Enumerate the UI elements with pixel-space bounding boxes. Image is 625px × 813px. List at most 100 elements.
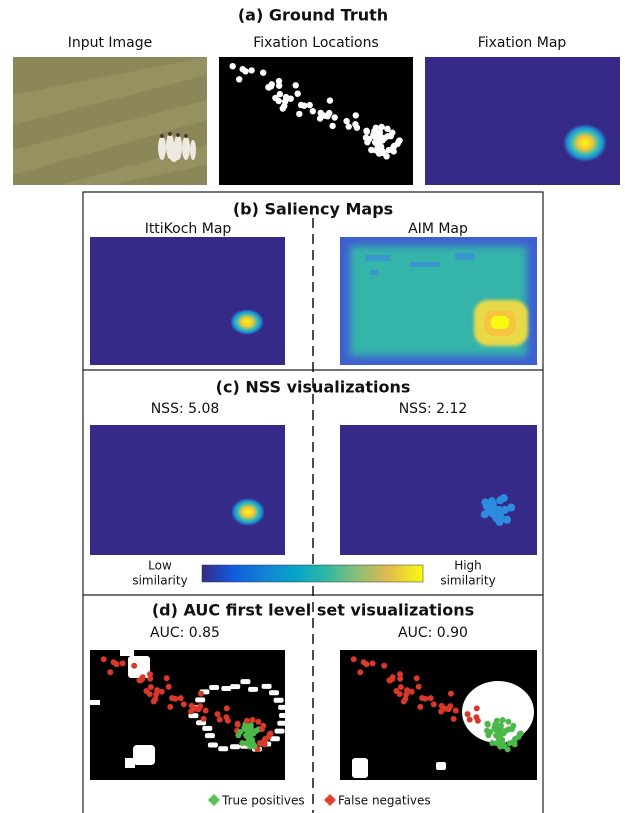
dot: [279, 105, 286, 112]
input-image: [13, 57, 207, 185]
dot: [294, 90, 301, 97]
legend-label: True positives: [221, 794, 305, 808]
dot: [251, 743, 258, 750]
heat-blob: [230, 309, 264, 335]
dot: [363, 128, 370, 135]
level-set-piece: [279, 713, 289, 718]
dot: [309, 108, 316, 115]
fixation-dots: [229, 62, 403, 160]
panel-label: AIM Map: [408, 221, 468, 237]
dot: [243, 717, 250, 724]
dot: [110, 659, 117, 666]
dot: [506, 740, 513, 747]
dot: [495, 518, 504, 526]
dot: [413, 675, 420, 682]
level-set-piece: [218, 746, 229, 752]
level-set-piece: [278, 704, 289, 710]
dot: [493, 740, 500, 747]
dot: [261, 737, 268, 744]
dot: [237, 729, 244, 735]
dot: [482, 502, 491, 511]
dot: [378, 123, 385, 131]
level-set-piece: [261, 683, 272, 689]
legend-marker: [208, 794, 220, 806]
dot: [360, 659, 367, 666]
dot: [450, 715, 457, 722]
dot: [503, 515, 511, 524]
dot: [447, 690, 454, 697]
dot: [276, 82, 283, 89]
panel-label: Fixation Map: [478, 35, 567, 51]
level-set-piece: [230, 744, 240, 750]
nss-map: [90, 425, 285, 555]
dot: [497, 722, 504, 729]
dot: [177, 695, 184, 702]
dot: [267, 730, 274, 737]
level-set-piece: [204, 733, 215, 739]
dot: [390, 144, 397, 151]
panel-label: NSS: 5.08: [151, 401, 220, 417]
dot: [239, 740, 246, 746]
dot: [143, 688, 150, 694]
dot: [380, 149, 387, 157]
level-set-piece: [248, 686, 259, 692]
dot: [393, 688, 400, 694]
level-set-piece: [195, 697, 206, 703]
dot: [466, 716, 473, 723]
level-set-piece: [273, 697, 284, 703]
dot: [248, 67, 255, 74]
dot: [180, 701, 187, 708]
level-set-piece: [209, 685, 220, 690]
dot: [249, 717, 256, 723]
dot: [158, 688, 165, 695]
dot: [119, 660, 126, 667]
dot: [139, 674, 146, 681]
dot: [499, 717, 506, 723]
dot: [147, 675, 154, 682]
dot: [234, 721, 241, 728]
dot: [400, 698, 407, 705]
dot: [172, 695, 179, 702]
dot: [268, 81, 275, 88]
level-set-piece: [269, 736, 280, 742]
colorbar-label: similarity: [440, 574, 495, 588]
dot: [306, 101, 313, 109]
level-set: [90, 650, 534, 778]
dot: [511, 737, 518, 744]
dot: [452, 707, 459, 714]
dot: [517, 730, 524, 737]
fixation-dots: [100, 656, 524, 753]
dot: [326, 97, 334, 104]
dot: [195, 706, 202, 713]
dot: [296, 110, 303, 118]
dot: [508, 726, 515, 733]
dot: [272, 94, 279, 102]
dot: [329, 122, 336, 130]
dot: [224, 717, 231, 724]
panel-label: Fixation Locations: [253, 35, 379, 51]
colorbar-label: High: [454, 559, 482, 573]
dot: [100, 656, 107, 663]
dot: [408, 688, 415, 695]
section-title: (a) Ground Truth: [238, 6, 388, 25]
dot: [258, 726, 265, 733]
level-set-piece: [277, 720, 288, 726]
colorbar-label: Low: [148, 559, 172, 573]
dot: [317, 109, 324, 117]
dot: [492, 726, 499, 733]
aim-map: [340, 237, 537, 365]
dot: [324, 113, 331, 120]
dot: [371, 133, 378, 140]
dot: [387, 132, 395, 140]
dot: [239, 66, 246, 73]
dot: [197, 690, 204, 697]
dot: [352, 112, 359, 119]
dot: [489, 740, 496, 746]
dot: [255, 718, 262, 725]
dot: [200, 715, 207, 722]
dot: [350, 656, 357, 663]
legend-marker: [324, 794, 336, 806]
section-title: (d) AUC first level set visualizations: [152, 601, 474, 620]
dot: [496, 496, 505, 505]
